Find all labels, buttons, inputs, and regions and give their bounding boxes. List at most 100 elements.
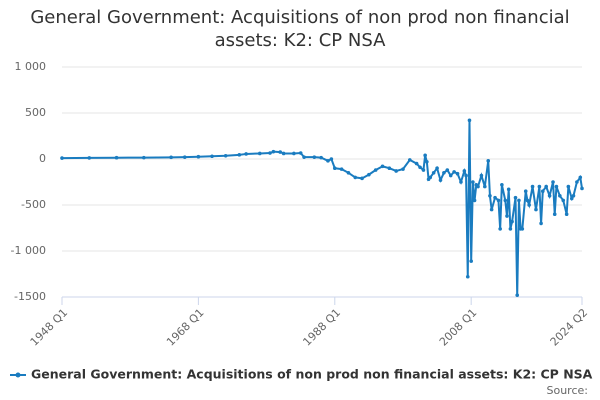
data-point xyxy=(401,167,405,171)
data-point xyxy=(486,159,491,163)
data-point xyxy=(302,155,306,159)
data-point xyxy=(271,149,276,154)
data-point xyxy=(431,171,436,175)
data-point xyxy=(210,154,214,159)
x-tick-label: 1988 Q1 xyxy=(300,306,343,349)
data-point xyxy=(394,169,398,173)
data-point xyxy=(326,159,330,163)
legend-marker xyxy=(15,372,21,378)
data-point xyxy=(544,184,548,189)
data-point xyxy=(438,178,443,182)
data-point xyxy=(530,184,535,189)
data-point xyxy=(471,180,475,184)
data-point xyxy=(476,184,480,189)
data-point xyxy=(489,207,494,212)
data-point xyxy=(244,152,248,156)
data-point xyxy=(469,259,473,263)
data-point xyxy=(537,184,542,189)
data-point xyxy=(527,203,531,207)
data-point xyxy=(551,180,555,184)
data-point xyxy=(442,171,446,175)
chart-title: General Government: Acquisitions of non … xyxy=(30,7,570,51)
data-point xyxy=(493,195,497,200)
data-point xyxy=(580,186,584,191)
data-point xyxy=(428,175,433,180)
data-point xyxy=(564,212,569,216)
data-point xyxy=(539,221,543,226)
data-point xyxy=(452,170,456,174)
data-point xyxy=(237,153,242,157)
data-point xyxy=(513,195,518,200)
data-point xyxy=(571,194,576,198)
data-point xyxy=(465,274,470,279)
y-tick-label: -1500 xyxy=(14,290,46,303)
data-point xyxy=(421,168,426,172)
data-point xyxy=(534,207,538,212)
data-point xyxy=(418,165,422,170)
x-tick-label: 2008 Q1 xyxy=(437,306,480,349)
data-point xyxy=(353,175,358,180)
legend-label: General Government: Acquisitions of non … xyxy=(31,367,593,382)
data-point xyxy=(292,151,296,156)
data-point xyxy=(510,219,514,224)
data-point xyxy=(523,189,528,193)
data-point xyxy=(569,196,574,201)
data-point xyxy=(380,164,385,169)
data-point xyxy=(445,168,450,172)
data-point xyxy=(114,155,119,160)
data-point xyxy=(520,227,525,231)
data-point xyxy=(60,156,64,160)
data-point xyxy=(257,151,262,156)
data-point xyxy=(508,227,513,231)
x-tick-label: 1948 Q1 xyxy=(28,306,71,349)
data-point xyxy=(142,155,146,160)
data-point xyxy=(408,158,412,162)
data-point xyxy=(346,171,351,175)
data-point xyxy=(367,172,371,177)
data-point xyxy=(467,118,472,123)
data-point xyxy=(558,194,562,198)
data-point xyxy=(329,157,334,161)
x-tick-label: 2024 Q2 xyxy=(548,306,591,349)
data-point xyxy=(268,151,272,155)
data-point xyxy=(479,173,484,178)
data-point xyxy=(360,176,364,181)
data-point xyxy=(505,214,509,218)
source: Source: xyxy=(547,384,589,397)
data-point xyxy=(547,194,552,198)
data-point xyxy=(462,169,467,173)
data-point xyxy=(554,184,559,189)
data-point xyxy=(223,153,228,158)
data-point xyxy=(578,175,583,180)
data-point xyxy=(459,180,463,184)
data-point xyxy=(169,155,173,160)
data-point xyxy=(182,155,187,159)
data-point xyxy=(196,154,201,159)
data-point xyxy=(506,187,511,192)
data-point xyxy=(332,166,337,170)
data-point xyxy=(517,198,521,203)
y-tick-label: -500 xyxy=(21,198,46,211)
data-point xyxy=(561,198,566,203)
data-point xyxy=(281,151,286,156)
series-line xyxy=(61,120,583,296)
data-point xyxy=(373,168,378,172)
y-tick-label: 0 xyxy=(39,152,46,165)
data-point xyxy=(496,198,501,203)
data-point xyxy=(312,155,317,159)
data-point xyxy=(552,212,557,216)
data-point xyxy=(515,293,520,297)
data-point xyxy=(483,184,487,189)
y-tick-label: 1 000 xyxy=(15,60,47,73)
data-point xyxy=(503,198,508,203)
data-point xyxy=(278,150,283,154)
data-point xyxy=(423,153,427,158)
data-point xyxy=(498,227,502,231)
data-point xyxy=(298,151,303,155)
data-point xyxy=(472,198,477,203)
data-point xyxy=(414,161,419,166)
data-point xyxy=(339,167,344,171)
data-point xyxy=(319,155,323,160)
